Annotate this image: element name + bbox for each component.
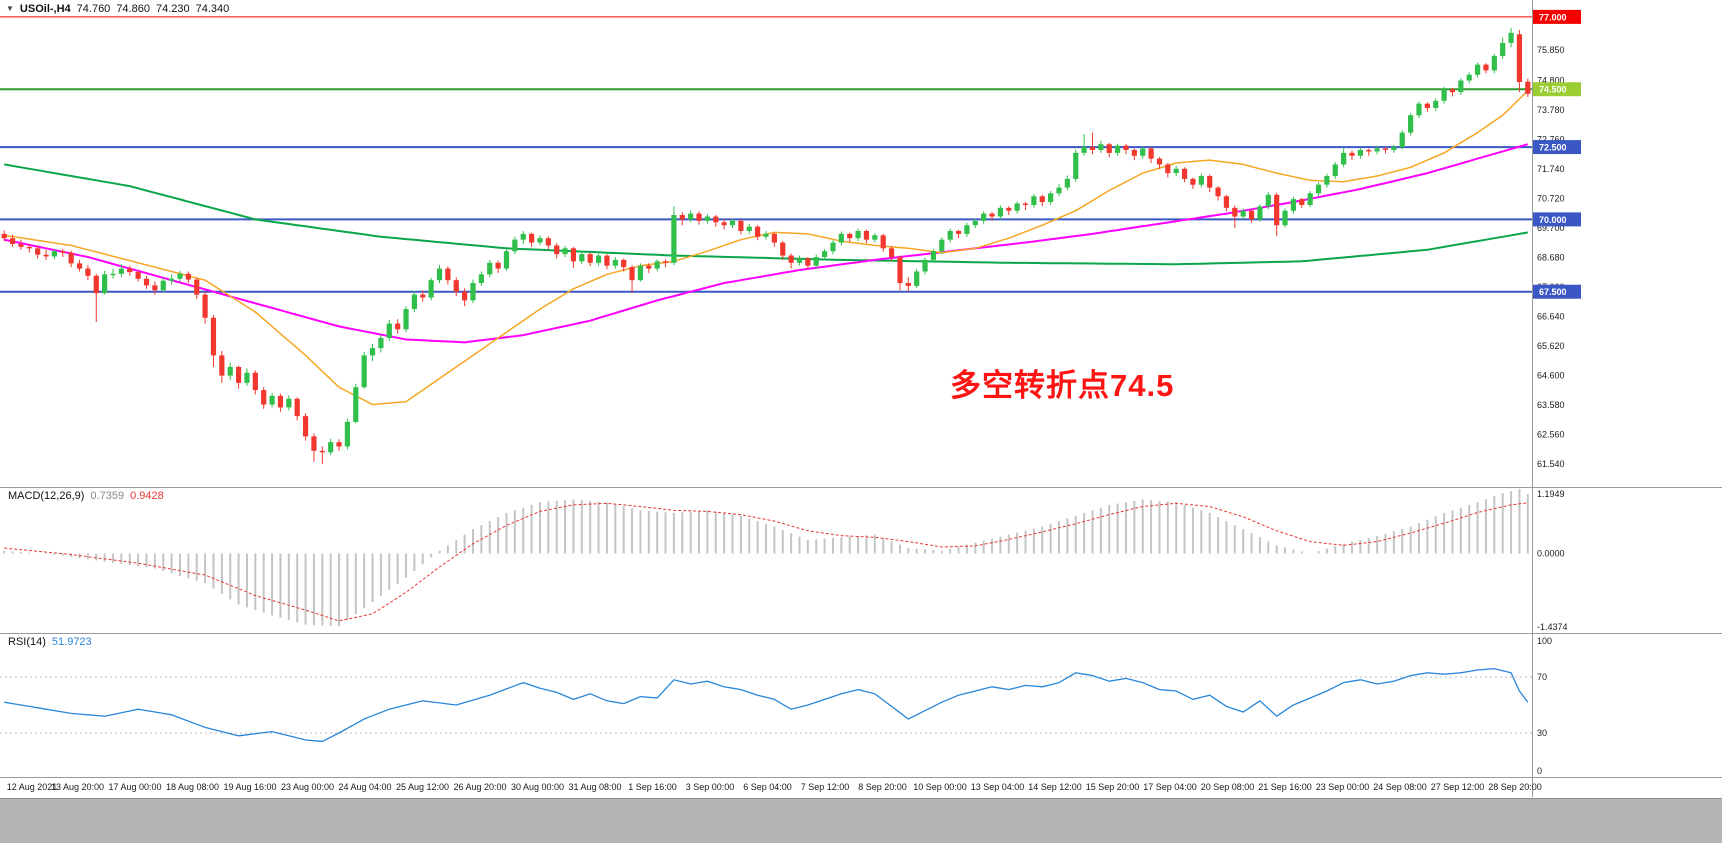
macd-signal-line xyxy=(4,502,1528,622)
window-bottom-strip xyxy=(0,798,1722,843)
time-axis-label: 30 Aug 00:00 xyxy=(511,782,564,792)
price-tick-label: 72.760 xyxy=(1537,135,1565,145)
rsi-tick-label: 30 xyxy=(1537,728,1547,738)
price-tick-label: 64.600 xyxy=(1537,371,1565,381)
price-line-badge-label: 74.500 xyxy=(1539,85,1567,95)
time-axis-label: 23 Sep 00:00 xyxy=(1316,782,1370,792)
rsi-indicator-label: RSI(14) 51.9723 xyxy=(8,636,92,648)
one-click-trading-toggle[interactable]: ▼ xyxy=(6,4,14,13)
ohlc-open: 74.760 xyxy=(76,3,111,15)
price-line-badges: 77.000 74.500 72.500 70.000 67.500 xyxy=(1533,9,1581,299)
time-axis-label: 1 Sep 16:00 xyxy=(628,782,677,792)
time-axis-label: 8 Sep 20:00 xyxy=(858,782,907,792)
chart-ohlc-header: ▼ USOil-,H4 74.760 74.860 74.230 74.340 xyxy=(6,3,229,15)
macd-main-value: 0.7359 xyxy=(90,490,125,502)
time-axis-label: 7 Sep 12:00 xyxy=(801,782,850,792)
time-axis-label: 23 Aug 00:00 xyxy=(281,782,334,792)
time-axis-label: 17 Sep 04:00 xyxy=(1143,782,1197,792)
chart-symbol-period: USOil-,H4 xyxy=(19,3,71,15)
price-tick-label: 68.680 xyxy=(1537,253,1565,263)
price-line-badge-label: 72.500 xyxy=(1539,143,1567,153)
time-axis-label: 26 Aug 20:00 xyxy=(453,782,506,792)
time-axis-label: 17 Aug 00:00 xyxy=(108,782,161,792)
ohlc-close: 74.340 xyxy=(195,3,230,15)
price-line-badge xyxy=(1533,9,1581,24)
time-axis-label: 25 Aug 12:00 xyxy=(396,782,449,792)
time-axis-label: 13 Sep 04:00 xyxy=(971,782,1025,792)
price-line-badge xyxy=(1533,284,1581,299)
time-axis-label: 13 Aug 20:00 xyxy=(51,782,104,792)
rsi-series xyxy=(4,667,1529,743)
time-axis-label: 24 Sep 08:00 xyxy=(1373,782,1427,792)
price-tick-label: 65.620 xyxy=(1537,341,1565,351)
ohlc-high: 74.860 xyxy=(116,3,150,15)
time-axis-label: 27 Sep 12:00 xyxy=(1431,782,1485,792)
price-line-badge-label: 70.000 xyxy=(1539,215,1567,225)
ma-fast-orange xyxy=(4,90,1529,406)
ohlc-low: 74.230 xyxy=(155,3,190,15)
rsi-name: RSI(14) xyxy=(8,636,46,648)
macd-name: MACD(12,26,9) xyxy=(8,490,85,502)
price-line-badge-label: 77.000 xyxy=(1539,12,1567,22)
price-tick-label: 61.540 xyxy=(1537,459,1565,469)
macd-signal xyxy=(4,502,1528,622)
horizontal-price-lines[interactable] xyxy=(0,16,1532,293)
price-tick-label: 74.800 xyxy=(1537,76,1565,86)
time-axis-label: 12 Aug 2021 xyxy=(7,782,58,792)
candlestick-series xyxy=(1,27,1531,464)
rsi-tick-label: 0 xyxy=(1537,766,1542,776)
price-tick-label: 69.700 xyxy=(1537,223,1565,233)
time-axis-label: 14 Sep 12:00 xyxy=(1028,782,1082,792)
price-tick-label: 63.580 xyxy=(1537,400,1565,410)
time-axis-label: 21 Sep 16:00 xyxy=(1258,782,1312,792)
macd-tick-label: -1.4374 xyxy=(1537,622,1568,632)
price-line-badge xyxy=(1533,140,1581,155)
rsi-tick-label: 100 xyxy=(1537,636,1552,646)
macd-histogram xyxy=(3,489,1529,627)
time-axis-label: 3 Sep 00:00 xyxy=(686,782,735,792)
price-line-badge-label: 67.500 xyxy=(1539,287,1567,297)
rsi-tick-label: 70 xyxy=(1537,672,1547,682)
macd-tick-label: 1.1949 xyxy=(1537,489,1565,499)
price-tick-label: 75.850 xyxy=(1537,45,1565,55)
rsi-axis[interactable]: 100 70 30 0 xyxy=(1537,636,1552,776)
moving-averages xyxy=(4,90,1529,406)
price-tick-label: 70.720 xyxy=(1537,194,1565,204)
time-axis-label: 15 Sep 20:00 xyxy=(1086,782,1140,792)
time-axis-label: 19 Aug 16:00 xyxy=(223,782,276,792)
time-axis-label: 28 Sep 20:00 xyxy=(1488,782,1542,792)
panel-separators xyxy=(0,0,1722,797)
price-tick-label: 73.780 xyxy=(1537,105,1565,115)
macd-indicator-label: MACD(12,26,9) 0.7359 0.9428 xyxy=(8,490,164,502)
time-axis-label: 10 Sep 00:00 xyxy=(913,782,967,792)
macd-tick-label: 0.0000 xyxy=(1537,548,1565,558)
rsi-value: 51.9723 xyxy=(51,636,92,648)
price-tick-label: 66.640 xyxy=(1537,312,1565,322)
price-tick-label: 62.560 xyxy=(1537,430,1565,440)
macd-axis[interactable]: 1.1949 0.0000 -1.4374 xyxy=(1537,489,1568,632)
price-line-badge xyxy=(1533,82,1581,97)
rsi-levels xyxy=(0,676,1532,734)
time-axis-label: 20 Sep 08:00 xyxy=(1201,782,1255,792)
price-tick-label: 71.740 xyxy=(1537,164,1565,174)
rsi-line xyxy=(4,667,1529,743)
macd-signal-value: 0.9428 xyxy=(130,490,164,502)
chart-text-annotation[interactable]: 多空转折点74.5 xyxy=(950,368,1175,403)
time-axis-label: 24 Aug 04:00 xyxy=(338,782,391,792)
ma-medium-magenta xyxy=(4,143,1529,344)
price-axis[interactable]: 75.850 74.800 73.780 72.760 71.740 70.720 69.7… xyxy=(1537,45,1565,469)
time-axis-label: 18 Aug 08:00 xyxy=(166,782,219,792)
time-axis-label: 6 Sep 04:00 xyxy=(743,782,792,792)
ma-slow-green xyxy=(4,163,1528,266)
price-line-badge xyxy=(1533,212,1581,227)
time-axis-label: 31 Aug 08:00 xyxy=(568,782,621,792)
